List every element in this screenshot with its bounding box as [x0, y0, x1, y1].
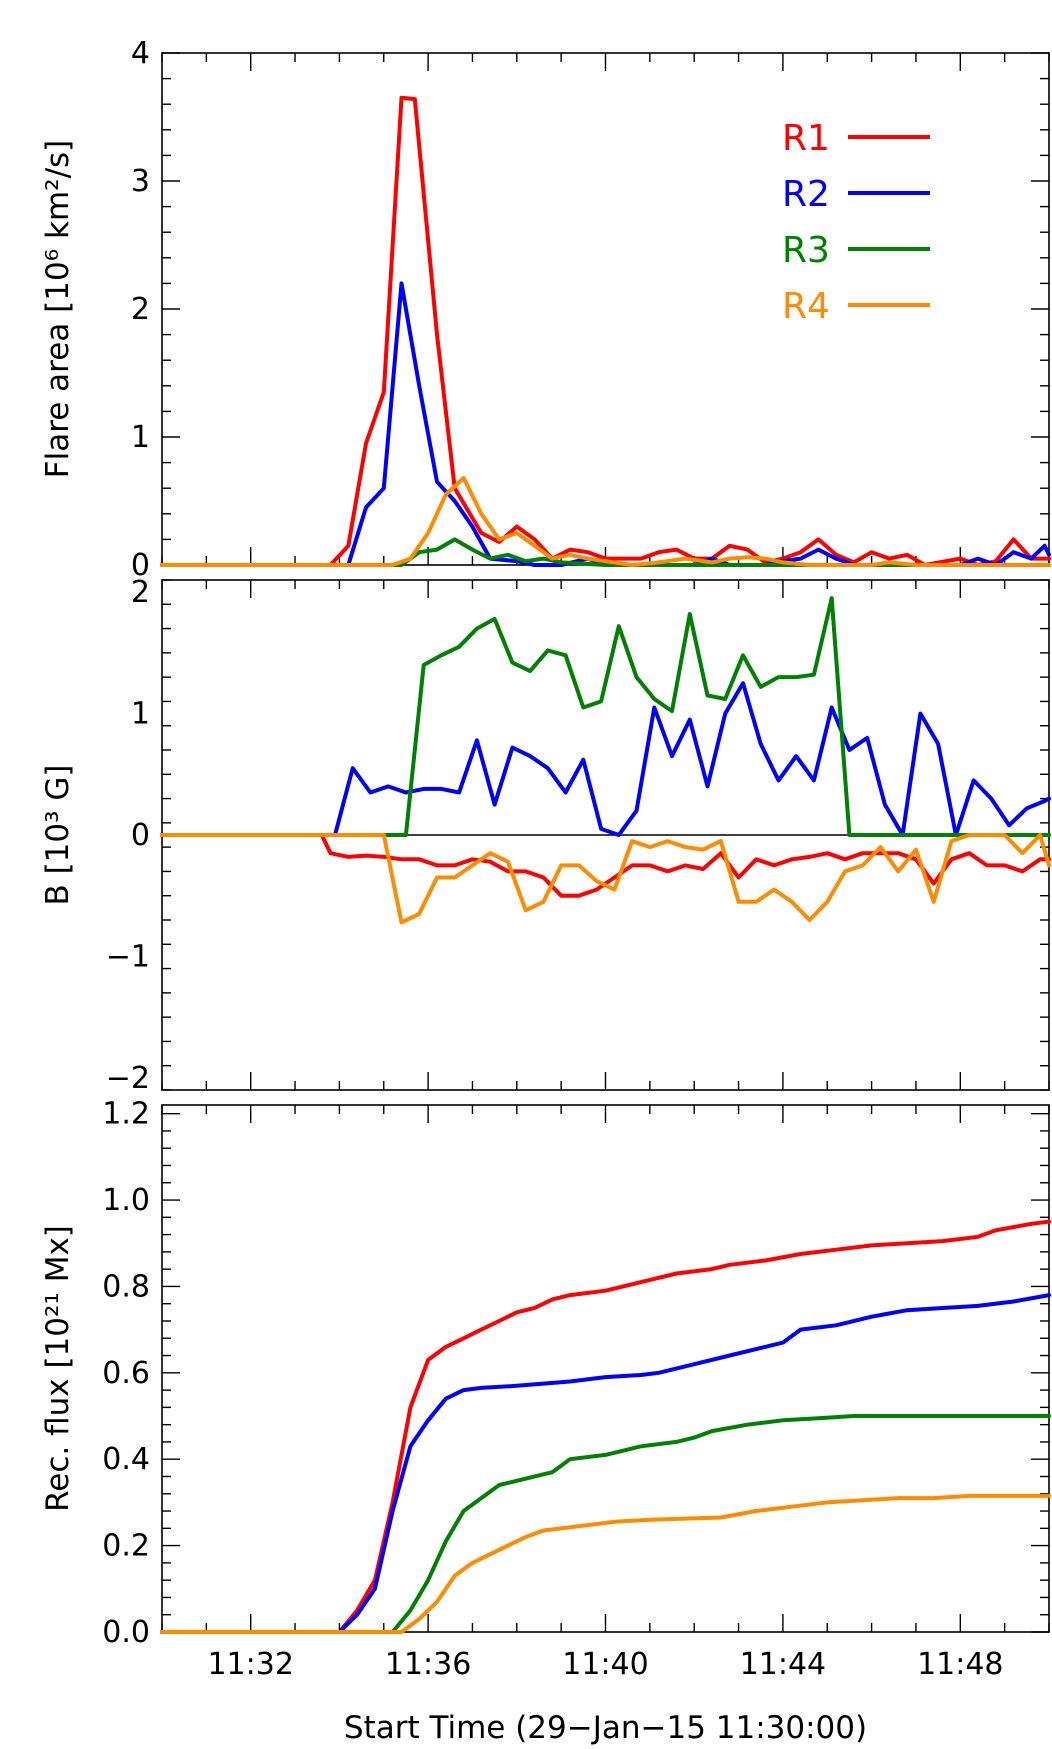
flare-area-series-r2	[160, 281, 1051, 567]
reconnection-flux-series-r1	[160, 1219, 1051, 1634]
magnetic-field-y-tick-label: −1	[106, 939, 150, 974]
magnetic-field-y-axis-label: B [10³ G]	[40, 764, 76, 905]
reconnection-flux-y-axis-label: Rec. flux [10²¹ Mx]	[40, 1225, 76, 1512]
flare-area-panel: 0 1 2 3 4 Flare area [10⁶ km²/s]	[40, 36, 1051, 583]
legend-label-r4: R4	[782, 286, 830, 327]
legend-label-r2: R2	[782, 174, 830, 215]
reconnection-flux-series-r4	[160, 1493, 1051, 1634]
flare-area-y-axis-label: Flare area [10⁶ km²/s]	[40, 140, 76, 479]
magnetic-field-series-r1	[160, 833, 1051, 898]
magnetic-field-series-r2	[160, 681, 1051, 837]
magnetic-field-series-r4	[160, 833, 1051, 925]
x-axis-label: Start Time (29−Jan−15 11:30:00)	[344, 1710, 867, 1746]
flare-area-series-r4	[160, 476, 1051, 567]
magnetic-field-panel: −2 −1 0 1 2 B [10³ G]	[40, 575, 1051, 1096]
x-tick-label: 11:44	[740, 1647, 826, 1682]
reconnection-flux-y-tick-label: 0.0	[102, 1615, 150, 1650]
reconnection-flux-y-tick-label: 0.4	[102, 1442, 150, 1477]
legend-label-r1: R1	[782, 118, 830, 159]
magnetic-field-y-tick-label: −2	[106, 1061, 150, 1096]
reconnection-flux-series-r3	[160, 1414, 1051, 1634]
x-tick-label: 11:40	[562, 1647, 648, 1682]
reconnection-flux-frame	[161, 1104, 1050, 1633]
flare-area-y-tick-label: 4	[131, 36, 150, 71]
reconnection-flux-series-r2	[160, 1293, 1051, 1634]
flare-area-y-tick-label: 2	[131, 292, 150, 327]
flare-area-frame	[161, 52, 1050, 566]
flare-area-series-r1	[160, 95, 1051, 567]
magnetic-field-y-tick-label: 2	[131, 575, 150, 610]
flare-area-y-tick-label: 1	[131, 420, 150, 455]
reconnection-flux-y-tick-label: 1.2	[102, 1097, 150, 1132]
reconnection-flux-y-tick-label: 0.2	[102, 1529, 150, 1564]
reconnection-flux-y-tick-label: 0.6	[102, 1356, 150, 1391]
reconnection-flux-panel: 0.0 0.2 0.4 0.6 0.8 1.0 1.2 Rec. flux [10²¹ Mx]	[40, 1097, 1051, 1650]
legend-label-r3: R3	[782, 230, 830, 271]
flare-area-y-tick-label: 0	[131, 548, 150, 583]
reconnection-flux-y-tick-label: 0.8	[102, 1269, 150, 1304]
magnetic-field-y-tick-label: 1	[131, 697, 150, 732]
reconnection-flux-y-tick-label: 1.0	[102, 1183, 150, 1218]
magnetic-field-series-r3	[160, 596, 1051, 837]
magnetic-field-y-tick-label: 0	[131, 818, 150, 853]
x-tick-label: 11:48	[917, 1647, 1003, 1682]
flare-area-series-r3	[160, 537, 1051, 567]
x-tick-label: 11:36	[385, 1647, 471, 1682]
x-tick-label: 11:32	[207, 1647, 293, 1682]
flare-area-y-tick-label: 3	[131, 164, 150, 199]
